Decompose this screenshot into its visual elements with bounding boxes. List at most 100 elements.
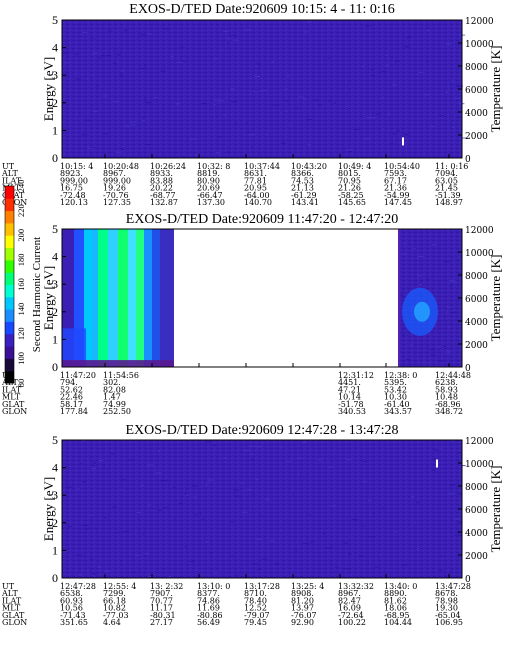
eph-cell: 252.50 bbox=[103, 407, 131, 416]
heatmap-cell bbox=[81, 134, 88, 136]
heatmap-cell bbox=[205, 540, 209, 542]
heatmap-cell bbox=[89, 515, 92, 516]
colorbar-swatch bbox=[5, 321, 14, 335]
heatmap-cell bbox=[92, 74, 94, 76]
heatmap-cell bbox=[454, 518, 460, 520]
heatmap-cell bbox=[252, 563, 258, 565]
eph-cell: 58.17 bbox=[60, 400, 83, 409]
eph-cell: 77.81 bbox=[244, 176, 267, 185]
heatmap-cell bbox=[302, 442, 306, 444]
eph-cell: 6538. bbox=[60, 589, 83, 598]
heatmap-cell bbox=[98, 460, 104, 462]
heatmap-cell bbox=[327, 100, 331, 102]
heatmap-cell bbox=[144, 144, 151, 145]
eph-cell: 10.14 bbox=[338, 393, 361, 402]
colorbar-tick-label: 180 bbox=[16, 254, 26, 267]
y2-tick-label: 4000 bbox=[465, 109, 488, 119]
eph-cell: 7094. bbox=[435, 169, 458, 178]
heatmap-cell bbox=[123, 29, 128, 31]
heatmap-cell bbox=[403, 243, 406, 245]
heatmap-cell bbox=[366, 116, 371, 118]
eph-cell: 13:32:32 bbox=[338, 582, 374, 591]
eph-cell: 8678. bbox=[435, 589, 458, 598]
heatmap-cell bbox=[454, 534, 462, 536]
heatmap-cell bbox=[144, 97, 147, 99]
eph-cell: 148.97 bbox=[435, 198, 463, 207]
heatmap-cell bbox=[362, 480, 368, 482]
eph-cell: 8967. bbox=[103, 169, 126, 178]
heatmap-cell bbox=[174, 518, 176, 520]
heatmap-cell bbox=[141, 117, 145, 119]
heatmap-band bbox=[398, 229, 400, 367]
heatmap-cell bbox=[431, 244, 437, 246]
heatmap-cell bbox=[194, 514, 198, 516]
heatmap-cell bbox=[438, 115, 445, 117]
eph-cell: 8890. bbox=[384, 589, 407, 598]
heatmap-band bbox=[160, 229, 174, 367]
heatmap-cell bbox=[246, 489, 252, 491]
heatmap-cell bbox=[113, 63, 117, 65]
heatmap-cell bbox=[358, 555, 365, 557]
eph-cell: 10.82 bbox=[103, 604, 126, 613]
heatmap-cell bbox=[450, 440, 454, 442]
eph-cell: 13:40: 0 bbox=[384, 582, 417, 591]
y-tick-label: 1 bbox=[52, 332, 58, 346]
eph-row-label: GLON bbox=[2, 198, 27, 207]
heatmap-cell bbox=[241, 511, 248, 513]
heatmap-cell bbox=[394, 60, 401, 62]
eph-row-label: ALT bbox=[1, 169, 18, 178]
heatmap-cell bbox=[440, 555, 443, 557]
heatmap-cell bbox=[106, 55, 111, 56]
heatmap-cell bbox=[160, 70, 166, 72]
eph-row-label: MLT bbox=[2, 604, 21, 613]
heatmap-cell bbox=[148, 575, 153, 577]
heatmap-cell bbox=[313, 99, 319, 101]
eph-cell: 137.30 bbox=[197, 198, 225, 207]
eph-cell: 7593. bbox=[384, 169, 407, 178]
heatmap-band bbox=[152, 229, 160, 367]
heatmap-cell bbox=[201, 102, 207, 104]
heatmap-cell bbox=[307, 144, 311, 146]
eph-cell: 12:31:12 bbox=[338, 371, 374, 380]
chart-title: EXOS-D/TED Date:920609 12:47:28 - 13:47:… bbox=[126, 423, 399, 438]
eph-cell: -80.31 bbox=[150, 611, 176, 620]
heatmap-cell bbox=[444, 351, 451, 353]
heatmap-band bbox=[98, 229, 108, 367]
heatmap-cell bbox=[62, 488, 66, 490]
colorbar-tick-label: 120 bbox=[16, 327, 26, 340]
heatmap-cell bbox=[96, 85, 99, 87]
y-tick-label: 5 bbox=[52, 433, 58, 447]
eph-cell: 21.26 bbox=[338, 184, 361, 193]
eph-row-label: ILAT bbox=[2, 596, 22, 605]
eph-cell: 12:55: 4 bbox=[103, 582, 136, 591]
eph-cell: 70.95 bbox=[338, 176, 361, 185]
chart-title: EXOS-D/TED Date:920609 10:15: 4 - 11: 0:… bbox=[129, 2, 394, 17]
colorbar-tick-label: 80 bbox=[16, 379, 26, 388]
heatmap-cell bbox=[362, 526, 364, 528]
heatmap-cell bbox=[448, 120, 451, 122]
heatmap-cell bbox=[375, 113, 381, 115]
heatmap-cell bbox=[280, 521, 283, 522]
eph-cell: 8933. bbox=[150, 169, 173, 178]
eph-cell: 81.62 bbox=[384, 596, 407, 605]
eph-cell: 16.09 bbox=[338, 604, 361, 613]
heatmap-cell bbox=[318, 459, 322, 461]
heatmap-cell bbox=[281, 142, 286, 144]
heatmap-cell bbox=[140, 34, 147, 36]
eph-cell: 63.05 bbox=[435, 176, 458, 185]
heatmap-cell bbox=[449, 311, 456, 313]
heatmap-cell bbox=[404, 134, 410, 136]
eph-cell: -51.39 bbox=[435, 191, 461, 200]
heatmap-cell bbox=[154, 97, 159, 98]
heatmap-cell bbox=[246, 131, 251, 133]
heatmap-cell bbox=[206, 441, 212, 443]
eph-cell: 7907. bbox=[150, 589, 173, 598]
colorbar-tick-label: 220 bbox=[16, 204, 26, 217]
heatmap-cell bbox=[62, 52, 69, 54]
y2-tick-label: 8000 bbox=[465, 272, 488, 282]
eph-cell: 20.69 bbox=[197, 184, 220, 193]
eph-cell: 79.45 bbox=[244, 618, 267, 627]
heatmap-cell bbox=[131, 124, 136, 126]
plot-area bbox=[62, 440, 462, 578]
